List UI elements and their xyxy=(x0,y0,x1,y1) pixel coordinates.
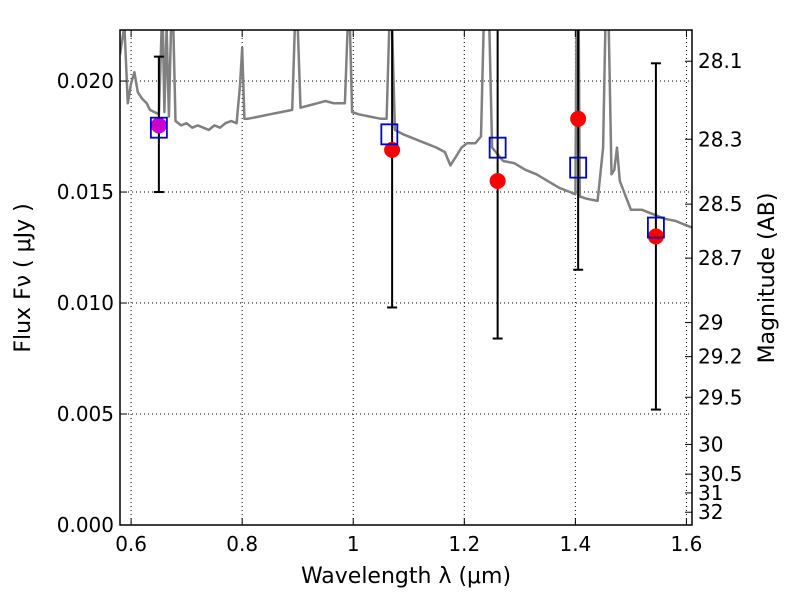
plot-frame xyxy=(119,29,693,526)
model-photometry-point xyxy=(380,123,399,146)
magnitude-tick-label: 30.5 xyxy=(698,462,743,486)
x-tick-label: 0.8 xyxy=(226,532,258,556)
plot-background xyxy=(120,30,692,525)
observed-point xyxy=(570,110,587,127)
observed-point xyxy=(150,117,167,134)
x-axis: 0.6 0.8 1 1.2 1.4 1.6 xyxy=(115,30,702,556)
model-photometry-points xyxy=(149,116,665,239)
y-tick-label: 0.005 xyxy=(57,402,114,426)
right-axis-title: Magnitude (AB) xyxy=(755,193,780,364)
spectrum-line xyxy=(120,30,692,229)
magnitude-tick-label: 28.7 xyxy=(698,246,743,270)
model-photometry-point xyxy=(569,156,588,179)
magnitude-tick-label: 28.5 xyxy=(698,192,743,216)
model-photometry-point xyxy=(488,136,507,159)
magnitude-tick-label: 29 xyxy=(698,311,723,335)
magnitude-tick-label: 32 xyxy=(698,500,723,524)
model-spectrum xyxy=(120,30,692,229)
observed-point xyxy=(647,228,664,245)
observed-points xyxy=(150,110,664,245)
x-tick-label: 0.6 xyxy=(115,532,147,556)
y-tick-label: 0.015 xyxy=(57,180,114,204)
x-tick-label: 1.2 xyxy=(448,532,480,556)
y-axis: 0.000 0.005 0.010 0.015 0.020 xyxy=(57,69,127,537)
x-tick-label: 1 xyxy=(347,532,360,556)
observed-point xyxy=(384,141,401,158)
magnitude-tick-label: 28.1 xyxy=(698,49,743,73)
magnitude-tick-label: 28.3 xyxy=(698,127,743,151)
x-axis-title: Wavelength λ (μm) xyxy=(301,564,511,589)
magnitude-tick-label: 29.2 xyxy=(698,345,743,369)
magnitude-tick-label: 31 xyxy=(698,481,723,505)
x-tick-label: 1.4 xyxy=(559,532,591,556)
magnitude-tick-label: 29.5 xyxy=(698,385,743,409)
y-tick-label: 0.020 xyxy=(57,69,114,93)
magnitude-tick-label: 30 xyxy=(698,432,723,456)
observed-point xyxy=(489,172,506,189)
y-tick-label: 0.000 xyxy=(57,513,114,537)
y-tick-label: 0.010 xyxy=(57,291,114,315)
model-photometry-point xyxy=(149,116,168,139)
model-photometry-point xyxy=(647,216,665,239)
x-tick-label: 1.6 xyxy=(671,532,703,556)
y-axis-title: Flux Fν ( μJy ) xyxy=(11,203,36,352)
